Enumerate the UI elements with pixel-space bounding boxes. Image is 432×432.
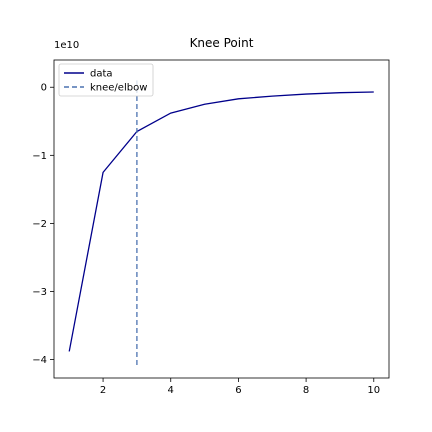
- x-tick-label: 8: [303, 385, 309, 396]
- x-tick-label: 6: [235, 385, 241, 396]
- legend-label-data: data: [90, 69, 113, 80]
- y-axis-offset-label: 1e10: [54, 40, 79, 51]
- y-tick-label: 0: [41, 83, 47, 94]
- chart-title: Knee Point: [190, 36, 254, 50]
- y-tick-label: −4: [32, 355, 47, 366]
- plot-area-frame: [53, 59, 390, 379]
- plot-lines: [68, 80, 374, 366]
- y-axis-ticks: 0 −1 −2 −3 −4: [32, 83, 54, 366]
- x-tick-label: 10: [367, 385, 380, 396]
- series-line-data: [68, 91, 374, 352]
- y-tick-label: −1: [32, 151, 47, 162]
- legend: data knee/elbow: [58, 63, 154, 97]
- legend-label-knee: knee/elbow: [90, 83, 147, 94]
- y-tick-label: −2: [32, 219, 47, 230]
- x-axis-ticks: 2 4 6 8 10: [100, 378, 380, 396]
- y-tick-label: −3: [32, 287, 47, 298]
- x-tick-label: 2: [100, 385, 106, 396]
- x-tick-label: 4: [168, 385, 174, 396]
- legend-box: [58, 63, 154, 97]
